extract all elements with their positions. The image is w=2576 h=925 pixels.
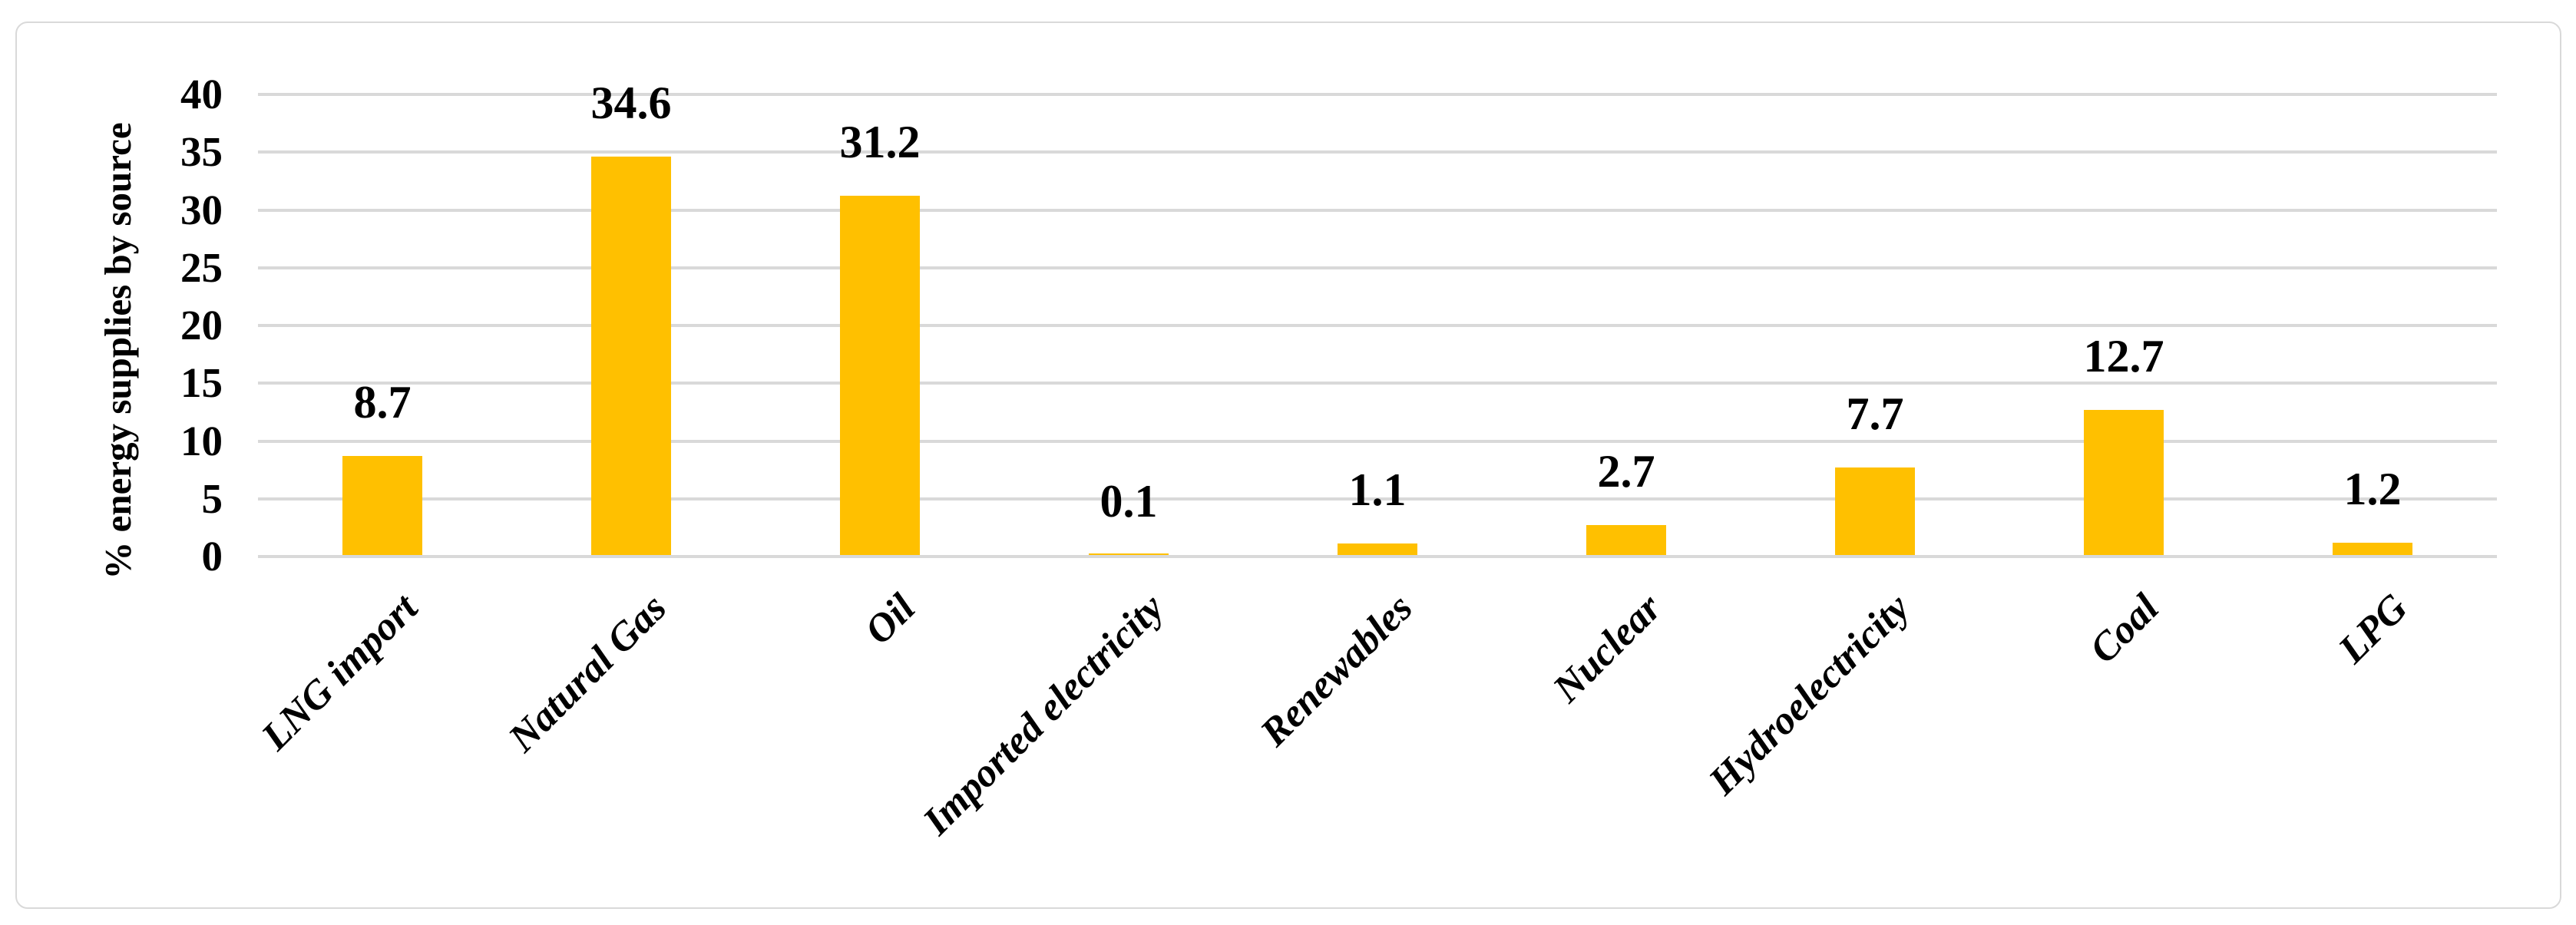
bar-value-label-hydroelectricity: 7.7 [1846, 388, 1904, 439]
bar-lpg [2333, 543, 2412, 555]
bar-value-label-lng-import: 8.7 [353, 377, 412, 428]
gridline-y-15 [258, 382, 2497, 385]
bar-hydroelectricity [1835, 467, 1915, 555]
bar-nuclear [1586, 525, 1666, 555]
bar-value-label-renewables: 1.1 [1348, 464, 1407, 515]
bar-natural-gas [591, 157, 671, 555]
y-axis-tick-label-40: 40 [180, 71, 223, 117]
gridline-y-10 [258, 439, 2497, 443]
bar-value-label-nuclear: 2.7 [1597, 446, 1655, 497]
y-axis-tick-label-30: 30 [180, 186, 223, 233]
x-axis-category-label-renewables: Renewables [1252, 586, 1421, 755]
chart-frame: % energy supplies by source 8.7 34.6 31.2 0… [15, 21, 2561, 909]
y-axis-tick-label-10: 10 [180, 417, 223, 464]
y-axis-tick-label-5: 5 [201, 474, 223, 522]
gridline-y-40 [258, 93, 2497, 96]
x-axis-category-label-oil: Oil [856, 586, 924, 653]
gridline-y-20 [258, 324, 2497, 327]
bar-value-label-oil: 31.2 [839, 117, 921, 167]
x-axis-category-label-lng-import: LNG import [253, 586, 426, 759]
gridline-y-35 [258, 150, 2497, 154]
y-axis-tick-label-15: 15 [180, 359, 223, 407]
bar-value-label-lpg: 1.2 [2343, 464, 2402, 514]
y-axis-tick-label-35: 35 [180, 128, 223, 176]
bar-oil [840, 196, 920, 555]
bar-imported-electricity [1089, 553, 1169, 555]
x-axis-category-label-coal: Coal [2081, 586, 2168, 672]
x-axis-category-label-imported-electricity: Imported electricity [914, 586, 1172, 844]
y-axis-tick-label-0: 0 [201, 533, 223, 580]
bar-value-label-coal: 12.7 [2083, 331, 2164, 382]
gridline-y-5 [258, 497, 2497, 500]
gridline-y-0 [258, 555, 2497, 558]
y-axis-tick-label-25: 25 [180, 243, 223, 291]
x-axis-category-label-hydroelectricity: Hydroelectricity [1701, 586, 1919, 804]
y-axis-tick-label-20: 20 [180, 302, 223, 349]
bar-lng-import [342, 456, 422, 555]
x-axis-category-label-natural-gas: Natural Gas [500, 586, 675, 761]
bar-value-label-imported-electricity: 0.1 [1100, 476, 1158, 527]
gridline-y-25 [258, 266, 2497, 269]
gridline-y-30 [258, 208, 2497, 212]
bar-coal [2084, 410, 2164, 555]
x-axis-category-label-lpg: LPG [2330, 586, 2416, 672]
bar-value-label-natural-gas: 34.6 [590, 78, 672, 128]
x-axis-category-label-nuclear: Nuclear [1544, 586, 1670, 712]
bar-renewables [1338, 543, 1417, 555]
